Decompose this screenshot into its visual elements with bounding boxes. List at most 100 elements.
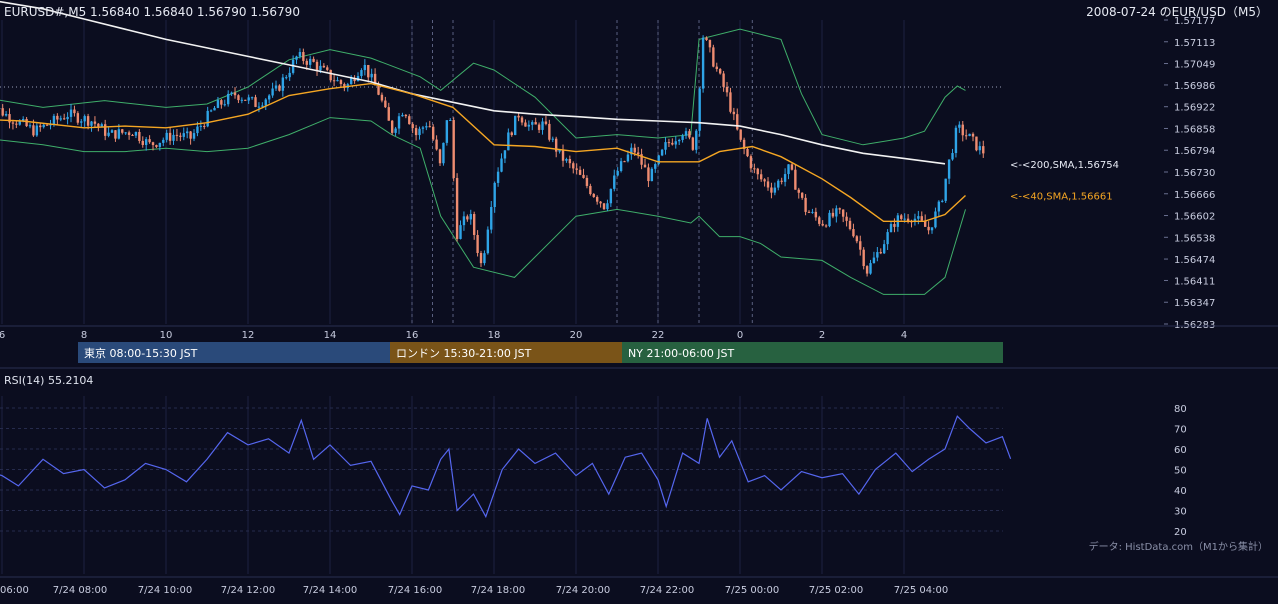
candle-body xyxy=(46,125,48,126)
candle-body xyxy=(534,122,536,124)
candle-body xyxy=(517,116,519,118)
candle-body xyxy=(497,172,499,183)
candle-body xyxy=(148,139,150,142)
candle-body xyxy=(849,221,851,229)
candle-body xyxy=(739,129,741,139)
candle-body xyxy=(634,148,636,153)
candle-body xyxy=(388,107,390,121)
candle-body xyxy=(770,188,772,193)
candle-body xyxy=(982,146,984,153)
candle-body xyxy=(254,97,256,107)
candle-body xyxy=(60,118,62,119)
x-tick-label: 10 xyxy=(160,330,173,341)
candle-body xyxy=(736,114,738,129)
y-tick-label: 1.56602 xyxy=(1174,212,1215,223)
candle-body xyxy=(613,176,615,189)
candle-body xyxy=(104,124,106,136)
candle-body xyxy=(1,108,3,115)
candle-body xyxy=(237,95,239,100)
candle-body xyxy=(927,227,929,230)
candle-body xyxy=(979,146,981,150)
candle-body xyxy=(5,114,7,116)
y-tick-label: 1.56538 xyxy=(1174,233,1215,244)
candle-body xyxy=(955,128,957,153)
candle-body xyxy=(593,194,595,197)
candle-body xyxy=(839,208,841,209)
candle-body xyxy=(528,125,530,127)
candle-body xyxy=(859,241,861,249)
y-tick-label: 1.56730 xyxy=(1174,168,1215,179)
candle-body xyxy=(575,168,577,169)
x-tick-label: 2 xyxy=(819,330,825,341)
sma40-label: <-<40,SMA,1.56661 xyxy=(1010,191,1113,202)
candle-body xyxy=(678,140,680,141)
chart-title: 2008-07-24 のEUR/USD（M5） xyxy=(1086,5,1268,19)
bollinger-bands xyxy=(0,29,966,294)
candle-body xyxy=(234,93,236,96)
candle-body xyxy=(476,235,478,253)
candle-body xyxy=(42,125,44,127)
time-tick-label: 7/24 12:00 xyxy=(221,585,275,596)
candle-body xyxy=(83,116,85,121)
candle-body xyxy=(121,129,123,133)
candle-body xyxy=(538,124,540,129)
candle-body xyxy=(890,224,892,232)
time-tick-label: 7/24 14:00 xyxy=(303,585,357,596)
candle-body xyxy=(767,181,769,187)
candle-body xyxy=(77,113,79,123)
x-tick-label: 20 xyxy=(570,330,583,341)
candle-body xyxy=(777,181,779,188)
candle-body xyxy=(692,138,694,150)
candle-body xyxy=(227,94,229,104)
candle-body xyxy=(664,142,666,150)
candle-body xyxy=(657,155,659,164)
rsi-tick-label: 80 xyxy=(1174,404,1187,415)
y-tick-label: 1.56794 xyxy=(1174,146,1215,157)
candle-body xyxy=(418,129,420,135)
candle-body xyxy=(876,252,878,257)
candle-body xyxy=(94,122,96,124)
candle-body xyxy=(118,129,120,138)
candle-body xyxy=(210,110,212,111)
candle-body xyxy=(903,219,905,220)
sma40-line xyxy=(0,84,966,222)
x-tick-label: 8 xyxy=(81,330,87,341)
session-label: ロンドン 15:30-21:00 JST xyxy=(396,347,532,360)
x-tick-label: 12 xyxy=(242,330,255,341)
candle-body xyxy=(145,139,147,145)
candle-body xyxy=(360,70,362,76)
data-source: データ: HistData.com（M1から集計） xyxy=(1089,540,1268,553)
candle-body xyxy=(828,213,830,226)
x-tick-label: 22 xyxy=(652,330,665,341)
candle-body xyxy=(165,133,167,140)
candle-body xyxy=(367,65,369,77)
sma200-label: <-<200,SMA,1.56754 xyxy=(1010,160,1119,171)
candle-body xyxy=(29,125,31,126)
y-tick-label: 1.56666 xyxy=(1174,190,1215,201)
candle-body xyxy=(647,167,649,181)
candle-body xyxy=(972,134,974,137)
candle-body xyxy=(774,188,776,193)
candle-body xyxy=(552,139,554,140)
time-tick-label: 7/24 22:00 xyxy=(640,585,694,596)
candle-body xyxy=(562,150,564,161)
candle-body xyxy=(241,100,243,101)
candle-body xyxy=(323,66,325,68)
candle-body xyxy=(265,99,267,105)
candle-body xyxy=(442,143,444,163)
time-tick-label: 7/24 18:00 xyxy=(471,585,525,596)
candle-body xyxy=(452,120,454,178)
candle-body xyxy=(893,224,895,227)
candle-body xyxy=(671,143,673,145)
candle-body xyxy=(702,38,704,89)
candle-body xyxy=(429,126,431,127)
candle-body xyxy=(247,97,249,100)
session-label: NY 21:00-06:00 JST xyxy=(628,347,735,360)
x-tick-label: 14 xyxy=(324,330,337,341)
session-label: 東京 08:00-15:30 JST xyxy=(84,346,198,360)
candle-body xyxy=(644,165,646,168)
candle-body xyxy=(220,100,222,105)
rsi-line xyxy=(0,416,1011,516)
